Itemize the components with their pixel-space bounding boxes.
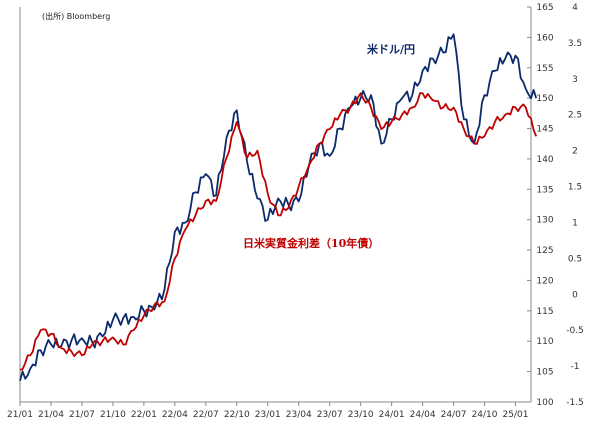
- left-tick-label: 140: [536, 155, 553, 165]
- plot-frame: [19, 7, 532, 403]
- series-lines: [19, 33, 538, 381]
- right-axis: -1.5 -1 -0.5 0 0.5 1 1.5 2 2.5 3 3.5 4: [566, 3, 584, 408]
- x-tick-label: 21/07: [69, 410, 95, 420]
- left-tick-label: 155: [536, 64, 553, 74]
- left-tick-label: 160: [536, 33, 553, 43]
- x-tick-label: 22/10: [224, 410, 250, 420]
- right-tick-label: -1: [571, 362, 580, 372]
- right-tick-label: 2.5: [568, 111, 582, 121]
- rate-diff-label: 日米実質金利差（10年債）: [243, 236, 379, 250]
- right-tick-label: 3.5: [568, 39, 582, 49]
- x-tick-label: 23/07: [317, 410, 343, 420]
- x-tick-label: 23/01: [255, 410, 281, 420]
- x-tick-label: 22/07: [193, 410, 219, 420]
- left-tick-label: 150: [536, 94, 553, 104]
- x-axis: 21/01 21/04 21/07 21/10 22/01 22/04 22/07 22/10…: [7, 402, 528, 420]
- right-tick-label: 1: [572, 218, 578, 228]
- right-tick-label: 4: [572, 3, 578, 13]
- x-tick-label: 21/10: [100, 410, 126, 420]
- left-tick-label: 115: [536, 307, 553, 317]
- right-tick-label: 0: [572, 290, 578, 300]
- x-tick-label: 24/04: [410, 410, 436, 420]
- right-tick-label: -0.5: [566, 326, 584, 336]
- left-tick-label: 135: [536, 185, 553, 195]
- left-tick-label: 130: [536, 216, 553, 226]
- x-tick-label: 24/01: [379, 410, 405, 420]
- x-tick-label: 21/04: [38, 410, 64, 420]
- left-tick-label: 145: [536, 125, 553, 135]
- left-tick-label: 125: [536, 246, 553, 256]
- right-tick-label: 0.5: [568, 254, 582, 264]
- x-tick-label: 24/10: [472, 410, 498, 420]
- left-tick-label: 105: [536, 368, 553, 378]
- x-tick-label: 22/04: [162, 410, 188, 420]
- x-tick-label: 21/01: [7, 410, 33, 420]
- rate-diff-line: [19, 92, 538, 371]
- left-tick-label: 110: [536, 337, 553, 347]
- x-tick-label: 25/01: [503, 410, 529, 420]
- left-tick-label: 100: [536, 398, 553, 408]
- right-tick-label: 2: [572, 147, 578, 157]
- right-tick-label: -1.5: [566, 398, 584, 408]
- right-tick-label: 3: [572, 75, 578, 85]
- source-note: (出所) Bloomberg: [42, 11, 110, 21]
- x-tick-label: 23/10: [348, 410, 374, 420]
- usdjpy-line: [19, 33, 538, 381]
- left-tick-label: 165: [536, 3, 553, 13]
- left-axis: 100 105 110 115 120 125 130 135 140 145 150 155 160 1…: [527, 3, 554, 408]
- x-tick-label: 24/07: [441, 410, 467, 420]
- usdjpy-label: 米ドル/円: [366, 42, 415, 56]
- x-tick-label: 22/01: [131, 410, 157, 420]
- right-tick-label: 1.5: [568, 183, 582, 193]
- left-tick-label: 120: [536, 276, 553, 286]
- x-tick-label: 23/04: [286, 410, 312, 420]
